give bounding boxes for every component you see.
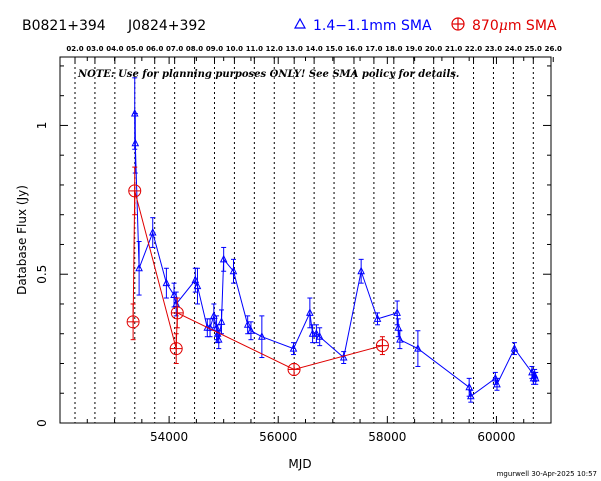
year-tick-label: 26.0 <box>545 45 562 53</box>
data-point <box>510 343 519 352</box>
top-year-axis: 02.0 03.0 04.0 05.0 06.0 07.0 08.0 09.0 10.0 11.0… <box>66 45 562 62</box>
year-tick-label: 21.0 <box>445 45 462 53</box>
data-point <box>148 227 157 236</box>
year-tick-label: 02.0 <box>66 45 83 53</box>
data-point <box>169 342 183 356</box>
year-tick-label: 04.0 <box>106 45 123 53</box>
data-point <box>312 329 321 337</box>
year-tick-label: 19.0 <box>405 45 422 53</box>
y-tick-label: 0.5 <box>35 265 49 284</box>
data-point <box>396 335 404 343</box>
x-axis-label: MJD <box>288 457 311 471</box>
y-axis: 00.51 <box>35 65 551 427</box>
data-point <box>126 315 140 329</box>
legend-red: 870μm SMA <box>451 17 557 34</box>
year-tick-label: 13.0 <box>286 45 303 53</box>
year-tick-label: 20.0 <box>425 45 442 53</box>
x-axis: 54000 56000 58000 60000 <box>59 57 552 444</box>
year-gridlines <box>74 57 534 423</box>
timestamp-stamp: mgurwell 30-Apr-2025 10:57 <box>497 470 597 478</box>
data-point <box>193 281 202 290</box>
data-point <box>531 373 540 382</box>
year-tick-label: 16.0 <box>345 45 362 53</box>
year-tick-label: 11.0 <box>246 45 263 53</box>
data-point <box>214 335 223 343</box>
planning-note: NOTE: Use for planning purposes ONLY! Se… <box>77 69 459 80</box>
data-point <box>191 275 200 284</box>
data-point <box>219 254 228 263</box>
data-point <box>289 343 298 352</box>
year-tick-label: 05.0 <box>126 45 143 53</box>
year-tick-label: 22.0 <box>465 45 482 53</box>
data-point <box>315 332 324 340</box>
data-point <box>287 362 301 376</box>
data-point <box>306 308 314 316</box>
x-tick-label: 56000 <box>259 430 297 444</box>
data-point <box>493 379 501 388</box>
data-point <box>243 320 252 328</box>
data-point <box>308 329 317 337</box>
year-tick-label: 03.0 <box>86 45 103 53</box>
data-point <box>229 266 238 275</box>
data-point <box>373 314 382 322</box>
y-tick-label: 0 <box>35 419 49 427</box>
y-axis-label: Database Flux (Jy) <box>15 185 29 295</box>
data-point <box>135 263 143 272</box>
legend-red-circle-plus-icon <box>451 17 465 31</box>
data-point <box>339 352 348 361</box>
source-name: B0821+394 <box>22 18 106 34</box>
x-tick-label: 60000 <box>477 430 515 444</box>
legend-blue: 1.4−1.1mm SMA <box>293 17 432 34</box>
year-tick-label: 08.0 <box>186 45 203 53</box>
year-tick-label: 10.0 <box>226 45 243 53</box>
year-tick-label: 12.0 <box>266 45 283 53</box>
data-point <box>170 290 178 299</box>
year-tick-label: 06.0 <box>146 45 163 53</box>
year-tick-label: 23.0 <box>485 45 502 53</box>
data-point <box>247 326 255 334</box>
data-point <box>217 317 226 325</box>
data-point <box>357 266 365 275</box>
year-tick-label: 07.0 <box>166 45 183 53</box>
legend-blue-triangle-icon <box>293 17 307 29</box>
year-tick-label: 14.0 <box>305 45 322 53</box>
data-point <box>466 391 475 400</box>
alt-source-name: J0824+392 <box>127 18 206 34</box>
data-point <box>131 138 140 147</box>
year-tick-label: 17.0 <box>365 45 382 53</box>
year-tick-label: 24.0 <box>505 45 522 53</box>
data-point <box>128 184 142 198</box>
y-tick-label: 1 <box>35 122 49 130</box>
data-point <box>414 343 422 352</box>
series-red <box>126 166 389 376</box>
data-point <box>258 332 266 340</box>
year-tick-label: 18.0 <box>385 45 402 53</box>
x-tick-label: 58000 <box>368 430 406 444</box>
series-blue <box>130 77 540 403</box>
year-tick-label: 09.0 <box>206 45 223 53</box>
data-point <box>393 308 401 316</box>
year-tick-label: 25.0 <box>525 45 542 53</box>
year-tick-label: 15.0 <box>325 45 342 53</box>
data-point <box>375 339 389 353</box>
series-line <box>134 113 537 398</box>
data-point <box>162 278 171 287</box>
legend-red-label: 870μm SMA <box>472 18 557 34</box>
data-series <box>126 77 540 403</box>
data-point <box>170 306 184 320</box>
series-line <box>132 190 383 370</box>
legend-blue-label: 1.4−1.1mm SMA <box>313 18 432 34</box>
x-tick-label: 54000 <box>150 430 188 444</box>
